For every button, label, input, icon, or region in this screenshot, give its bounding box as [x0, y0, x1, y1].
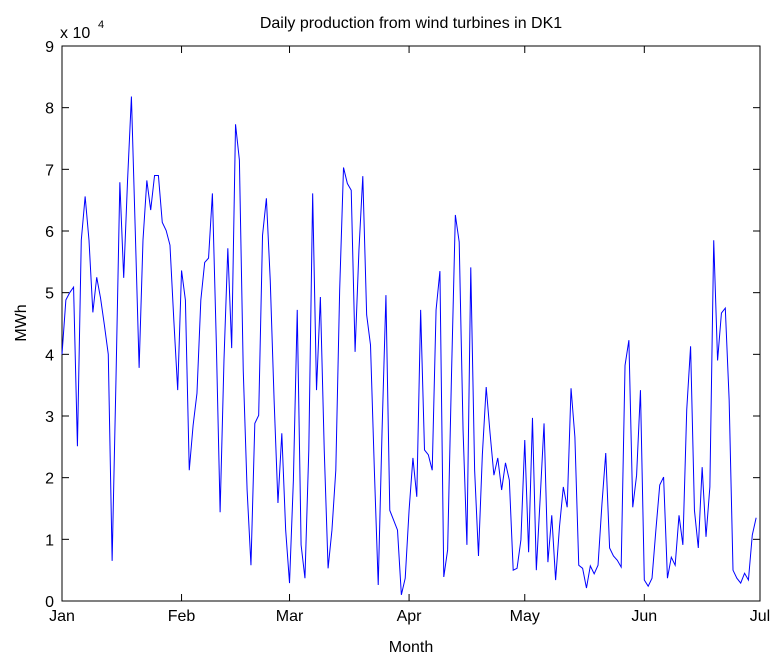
y-tick-label: 7 — [45, 162, 54, 179]
x-tick-label: Jan — [49, 608, 75, 625]
y-tick-label: 3 — [45, 409, 54, 426]
chart-title: Daily production from wind turbines in D… — [260, 15, 562, 32]
y-axis-label: MWh — [13, 304, 30, 341]
x-tick-label: Mar — [276, 608, 304, 625]
y-tick-label: 8 — [45, 101, 54, 118]
y-tick-label: 2 — [45, 471, 54, 488]
x-axis-label: Month — [389, 639, 433, 655]
y-tick-label: 9 — [45, 39, 54, 56]
x-tick-label: Jun — [631, 608, 657, 625]
x-tick-label: May — [510, 608, 540, 625]
y-tick-label: 5 — [45, 286, 54, 303]
y-tick-label: 6 — [45, 224, 54, 241]
y-tick-label: 4 — [45, 347, 54, 364]
y-tick-label: 0 — [45, 594, 54, 611]
y-multiplier: x 10 — [60, 25, 90, 42]
y-tick-label: 1 — [45, 532, 54, 549]
x-tick-label: Feb — [168, 608, 196, 625]
x-tick-label: Apr — [397, 608, 423, 625]
x-tick-label: Jul — [750, 608, 770, 625]
data-line — [61, 96, 757, 595]
plot-frame — [61, 45, 761, 602]
y-multiplier-exponent: 4 — [98, 19, 104, 31]
